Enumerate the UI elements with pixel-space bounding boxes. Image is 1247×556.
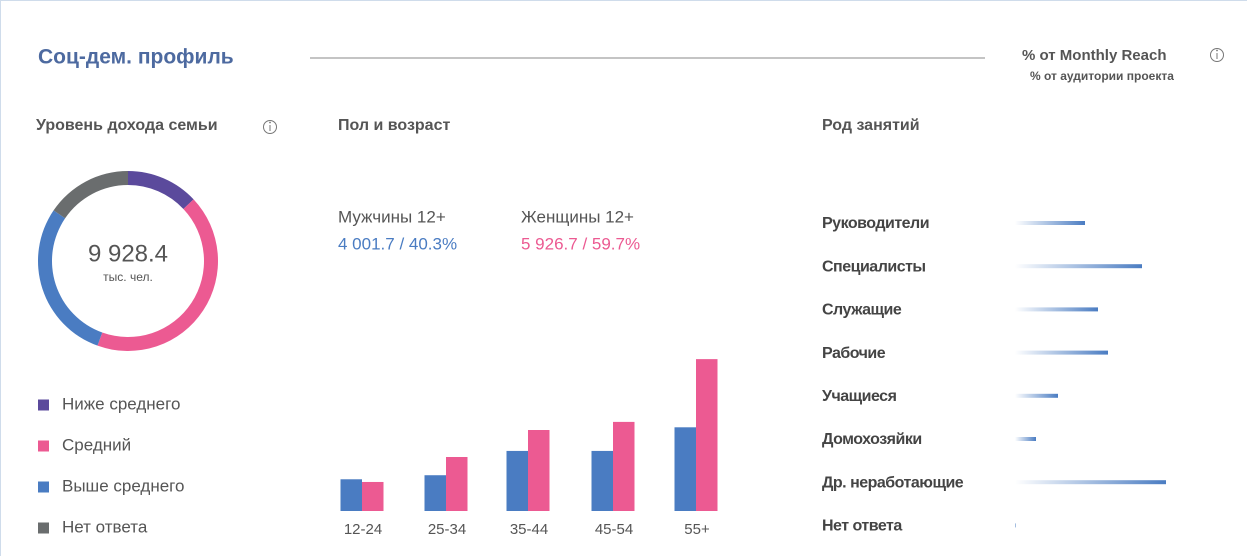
bar	[1015, 307, 1098, 312]
donut-total: 9 928.4	[88, 240, 168, 267]
bar	[1015, 437, 1036, 441]
metric-subtitle: % от аудитории проекта	[1030, 69, 1174, 83]
bar	[506, 450, 528, 511]
donut-segment	[53, 171, 129, 219]
x-tick-label: 55+	[684, 521, 710, 538]
category-label: Домохозяйки	[822, 431, 922, 448]
donut-unit: тыс. чел.	[103, 270, 153, 284]
bar	[1015, 221, 1085, 225]
bar	[613, 421, 635, 511]
donut-segment	[97, 199, 219, 352]
chart-title: Пол и возраст	[338, 117, 450, 134]
bar	[1015, 393, 1058, 398]
section-title: Соц-дем. профиль	[38, 46, 234, 69]
category-label: Рабочие	[822, 345, 886, 362]
info-icon[interactable]	[263, 120, 277, 134]
legend-label: Средний	[62, 435, 131, 454]
legend-label: Нет ответа	[62, 517, 148, 536]
x-tick-label: 25-34	[428, 521, 466, 538]
bar	[1015, 350, 1108, 355]
x-tick-label: 35-44	[510, 521, 548, 538]
bar	[528, 430, 550, 511]
bar	[591, 450, 613, 511]
legend-label: Ниже среднего	[62, 394, 180, 413]
donut-segment	[128, 171, 194, 209]
bar	[340, 479, 362, 511]
bar	[1015, 264, 1142, 269]
bar	[1015, 523, 1016, 528]
x-tick-label: 12-24	[344, 521, 382, 538]
bar	[424, 475, 446, 511]
legend-swatch	[38, 440, 49, 452]
legend-swatch	[38, 481, 49, 493]
donut-segment	[37, 210, 103, 346]
legend-swatch	[38, 522, 49, 534]
chart-title: Род занятий	[822, 117, 920, 134]
legend-label: Мужчины 12+	[338, 207, 446, 226]
category-label: Нет ответа	[822, 518, 902, 535]
category-label: Служащие	[822, 302, 902, 319]
legend-label: Женщины 12+	[521, 207, 634, 226]
bar	[1015, 480, 1166, 485]
bar	[674, 427, 696, 511]
x-tick-label: 45-54	[595, 521, 633, 538]
category-label: Др. неработающие	[822, 474, 964, 491]
bar	[696, 359, 718, 511]
chart-title: Уровень дохода семьи	[36, 117, 218, 134]
category-label: Специалисты	[822, 258, 926, 275]
legend-swatch	[38, 399, 49, 411]
bar	[446, 457, 468, 511]
metric[interactable]: % от Monthly Reach	[1022, 47, 1167, 64]
bar	[362, 481, 384, 511]
info-icon[interactable]	[1210, 48, 1224, 62]
category-label: Учащиеся	[822, 388, 897, 405]
category-label: Руководители	[822, 215, 929, 232]
legend-summary: 4 001.7 / 40.3%	[338, 234, 457, 253]
legend-summary: 5 926.7 / 59.7%	[521, 234, 640, 253]
legend-label: Выше среднего	[62, 476, 184, 495]
